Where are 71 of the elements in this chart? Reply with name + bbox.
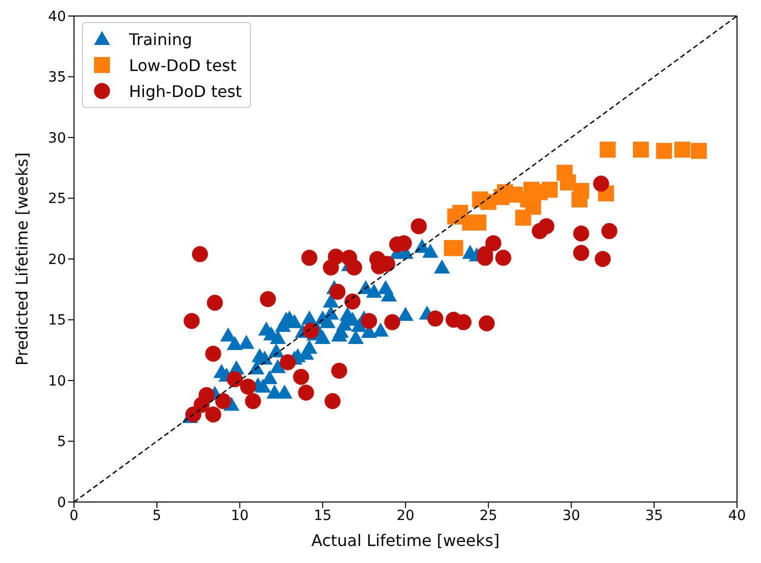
y-tick-label: 25: [48, 191, 66, 208]
y-tick-label: 15: [48, 312, 66, 329]
point: [560, 174, 576, 190]
point: [427, 310, 444, 327]
y-tick-label: 5: [57, 434, 66, 450]
legend-label: High-DoD test: [129, 82, 242, 100]
point: [632, 142, 649, 158]
point: [324, 393, 341, 410]
point: [206, 294, 223, 311]
point: [462, 214, 478, 231]
y-tick-label: 40: [48, 8, 66, 25]
y-tick-label: 0: [57, 494, 66, 511]
point: [485, 235, 502, 252]
point: [593, 176, 610, 192]
point: [344, 294, 360, 310]
point: [240, 378, 256, 395]
x-tick-label: 30: [562, 508, 580, 524]
point: [185, 406, 202, 423]
x-tick-label: 40: [728, 508, 746, 524]
x-tick-label: 25: [479, 508, 498, 524]
point: [600, 142, 616, 158]
point: [472, 191, 488, 208]
point: [674, 142, 690, 158]
point: [456, 314, 472, 330]
point: [330, 284, 346, 300]
point: [301, 250, 318, 266]
x-tick-label: 5: [152, 508, 162, 524]
point: [293, 368, 310, 385]
point: [192, 246, 208, 262]
y-tick-label: 35: [48, 70, 66, 86]
point: [447, 240, 464, 256]
point: [594, 251, 611, 267]
point: [215, 393, 232, 410]
point: [205, 406, 222, 423]
point: [384, 314, 400, 330]
point: [260, 291, 276, 308]
x-tick-label: 20: [396, 508, 414, 524]
point: [573, 225, 590, 242]
y-tick-label: 20: [48, 252, 66, 268]
point: [495, 250, 512, 266]
x-tick-label: 10: [230, 508, 249, 524]
y-tick-label: 30: [48, 130, 66, 146]
y-axis-title: Predicted Lifetime [weeks]: [12, 152, 32, 366]
point: [322, 260, 339, 276]
point: [573, 244, 590, 261]
x-axis-title: Actual Lifetime [weeks]: [311, 531, 500, 550]
point: [410, 218, 427, 234]
legend-label: Low-DoD test: [129, 56, 237, 74]
point: [303, 322, 320, 339]
point: [538, 218, 554, 234]
x-tick-label: 15: [314, 508, 332, 524]
point: [361, 312, 378, 329]
point: [656, 142, 672, 159]
x-tick-label: 35: [645, 508, 664, 524]
point: [280, 354, 296, 370]
point: [573, 182, 590, 199]
point: [205, 346, 222, 362]
point: [226, 371, 243, 388]
point: [478, 315, 495, 332]
point: [542, 182, 558, 198]
x-tick-label: 0: [70, 508, 78, 524]
point: [447, 208, 464, 224]
point: [331, 362, 348, 379]
legend-label: Training: [129, 30, 192, 48]
point: [245, 393, 262, 410]
point: [298, 384, 314, 401]
y-tick-label: 10: [48, 373, 66, 390]
point: [690, 142, 707, 159]
point: [184, 312, 200, 329]
point: [601, 223, 618, 240]
point: [346, 260, 362, 276]
